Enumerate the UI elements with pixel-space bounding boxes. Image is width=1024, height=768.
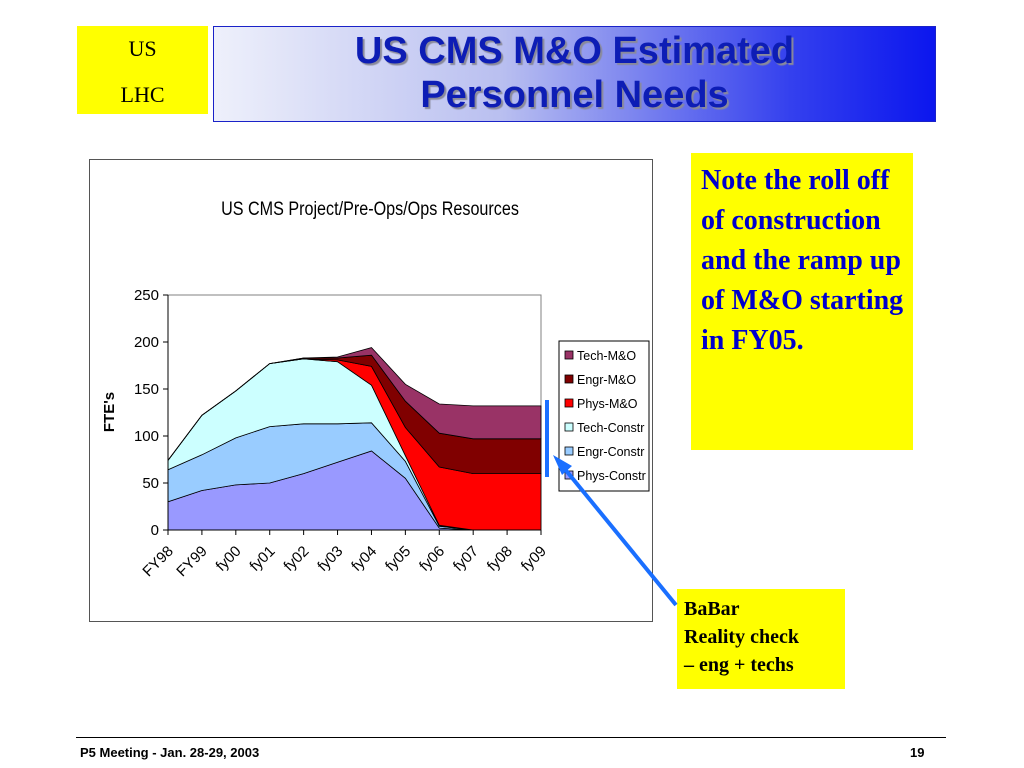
logo-line-lhc: LHC — [120, 82, 165, 107]
babar-line-3: – eng + techs — [684, 654, 794, 676]
slide-title-line-2: Personnel Needs — [420, 74, 729, 116]
legend-swatch-phys-mo — [564, 398, 574, 408]
legend-swatch-phys-constr — [564, 470, 574, 480]
babar-line-2: Reality check — [684, 626, 799, 648]
x-tick-label: fy01 — [246, 543, 278, 575]
babar-line-1: BaBar — [684, 598, 740, 620]
x-tick-label: fy03 — [314, 543, 346, 575]
legend-label-engr-mo: Engr-M&O — [577, 373, 636, 387]
slide-title-band: US CMS M&O Estimated Personnel Needs — [213, 26, 936, 122]
legend-label-phys-mo: Phys-M&O — [577, 397, 638, 411]
x-tick-label: fy00 — [213, 543, 245, 575]
x-tick-label: fy07 — [450, 543, 482, 575]
y-tick-label: 200 — [134, 334, 159, 351]
logo-line-us: US — [128, 36, 157, 61]
legend-label-tech-mo: Tech-M&O — [577, 349, 636, 363]
legend-label-tech-constr: Tech-Constr — [577, 421, 644, 435]
legend-swatch-engr-mo — [564, 374, 574, 384]
footer-meeting-label: P5 Meeting - Jan. 28-29, 2003 — [80, 745, 260, 760]
stacked-area-chart: US CMS Project/Pre-Ops/Ops Resources 0 50 1… — [101, 198, 650, 580]
chart-title: US CMS Project/Pre-Ops/Ops Resources — [221, 198, 519, 220]
note-text: Note the roll off of construction and th… — [701, 165, 904, 356]
y-tick-label: 100 — [134, 428, 159, 445]
chart-legend — [558, 340, 650, 492]
legend-swatch-tech-mo — [564, 350, 574, 360]
footer-divider — [76, 737, 946, 738]
footer-page-number: 19 — [910, 745, 925, 760]
y-tick-label: 0 — [151, 522, 159, 539]
y-axis-label: FTE's — [101, 392, 118, 432]
us-lhc-logo: US LHC — [77, 26, 208, 114]
legend-swatch-tech-constr — [564, 422, 574, 432]
legend-label-engr-constr: Engr-Constr — [577, 445, 644, 459]
note-callout: Note the roll off of construction and th… — [691, 153, 913, 450]
x-tick-label: FY98 — [139, 543, 176, 580]
x-tick-label: fy04 — [348, 543, 380, 575]
slide-title-line-1: US CMS M&O Estimated — [354, 30, 795, 72]
x-tick-label: fy05 — [382, 543, 414, 575]
x-tick-label: fy09 — [518, 543, 550, 575]
legend-swatch-engr-constr — [564, 446, 574, 456]
x-tick-label: fy08 — [484, 543, 516, 575]
slide-title: US CMS M&O Estimated Personnel Needs — [214, 29, 935, 117]
x-tick-label: fy02 — [280, 543, 312, 575]
area-series-tech-mo — [167, 347, 542, 461]
x-tick-label: fy06 — [416, 543, 448, 575]
x-tick-label: FY99 — [173, 543, 210, 580]
chart-frame: US CMS Project/Pre-Ops/Ops Resources 0 50 1… — [89, 159, 653, 622]
legend-label-phys-constr: Phys-Constr — [577, 469, 646, 483]
y-tick-label: 150 — [134, 381, 159, 398]
babar-callout: BaBar Reality check – eng + techs — [677, 589, 845, 689]
y-tick-label: 250 — [134, 287, 159, 304]
y-tick-label: 50 — [142, 475, 159, 492]
